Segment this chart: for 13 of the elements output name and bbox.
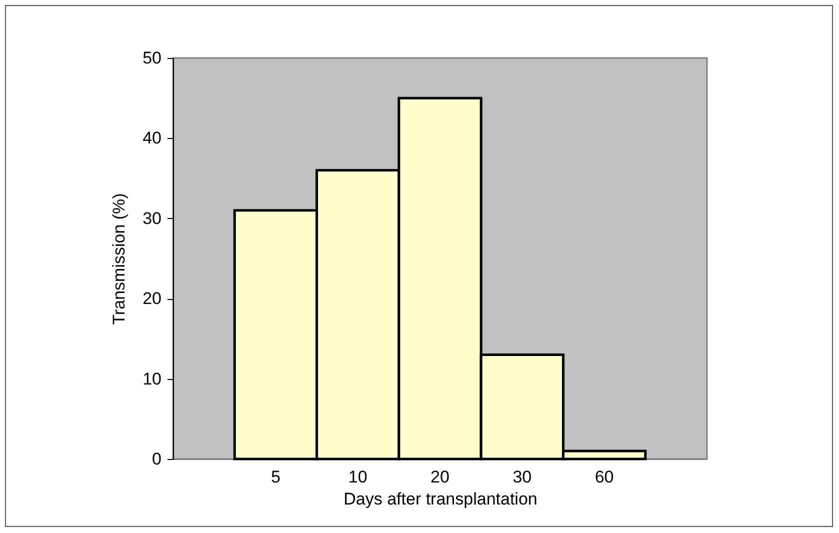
y-tick-label: 0 — [152, 450, 162, 468]
x-tick-label: 60 — [594, 468, 614, 486]
y-axis-title: Transmission (%) — [110, 193, 129, 325]
x-tick-label: 10 — [348, 468, 368, 486]
y-tick-label: 30 — [142, 208, 162, 228]
y-tick-label: 20 — [142, 289, 162, 308]
y-tick-label: 40 — [142, 128, 162, 148]
x-tick-label: 20 — [430, 468, 450, 486]
x-axis-title: Days after transplantation — [344, 490, 538, 508]
y-tick-label: 10 — [142, 369, 162, 388]
y-tick-label: 50 — [142, 48, 162, 68]
x-tick-label: 30 — [512, 468, 532, 486]
x-tick-label: 5 — [270, 468, 280, 486]
